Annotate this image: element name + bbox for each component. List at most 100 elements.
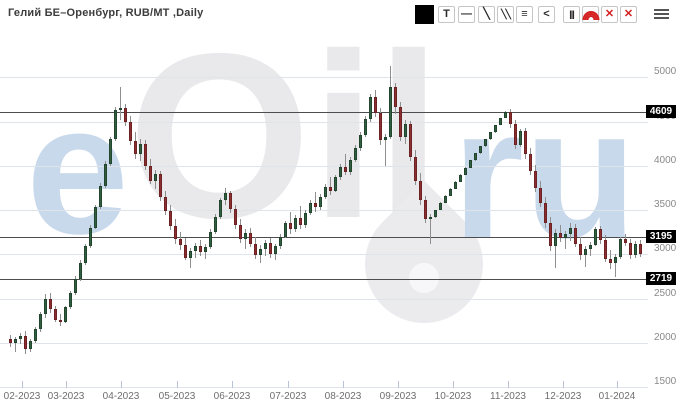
price-line-label: 3195 [646,229,676,243]
candle-wick [290,211,291,234]
price-line-label: 4609 [646,104,676,118]
fibonacci-arcs-icon [582,10,599,20]
x-axis-tick [177,381,178,388]
x-axis-tick [508,381,509,388]
y-axis-label: 4000 [654,154,677,166]
candle-body [234,209,237,225]
candle-body [19,335,22,339]
candle-body [119,108,122,110]
candle-body [94,207,97,228]
candle-body [504,111,507,118]
watermark-letter-e: e [26,67,129,273]
candle-body [154,173,157,181]
color-swatch-black [415,5,434,24]
price-line [0,279,648,280]
candle-wick [345,154,346,175]
gridline [0,121,648,123]
horizontal-lines-tool-button-icon: ≡ [521,8,528,20]
horizontal-line-tool-button[interactable]: — [458,6,475,23]
candle-body [209,232,212,247]
candle-body [24,335,27,349]
angle-tool-button-icon: < [543,8,550,20]
candle-body [344,166,347,172]
candle-body [384,136,387,140]
x-axis-label: 08-2023 [324,391,362,402]
x-axis-label: 01-2024 [598,391,636,402]
price-line-label: 2719 [646,272,676,285]
menu-button[interactable] [653,6,670,23]
candle-body [404,124,407,137]
candle-body [74,279,77,293]
y-axis-label: 2000 [654,331,677,343]
candle-body [369,96,372,119]
candle-body [594,229,597,245]
candle-body [314,202,317,207]
candle-body [394,86,397,107]
candle-body [14,339,17,343]
vertical-lines-tool-button[interactable]: ||| [563,6,580,23]
delete-all-button[interactable]: ✕ [620,6,637,23]
candle-wick [190,248,191,268]
angle-tool-button[interactable]: < [538,6,555,23]
x-axis-tick [66,381,67,388]
x-axis-tick [398,381,399,388]
candle-body [509,111,512,124]
x-axis-tick [343,381,344,388]
candle-body [454,181,457,189]
parallel-lines-tool-button[interactable]: ╲╲ [497,6,514,23]
candle-body [579,243,582,255]
candle-body [84,246,87,263]
candle-body [414,156,417,181]
gridline [0,342,648,344]
y-axis-label: 5000 [654,66,677,77]
candle-body [639,243,642,254]
candle-body [29,340,32,349]
candle-body [534,171,537,188]
candle-body [284,223,287,237]
candle-body [349,159,352,172]
fibonacci-arcs-tool-button[interactable] [582,6,599,23]
price-line [0,111,648,113]
candle-body [494,125,497,132]
x-axis-label: 06-2023 [213,391,251,402]
delete-object-button[interactable]: ✕ [601,6,618,23]
gridline [0,254,648,255]
candle-wick [565,231,566,249]
candle-body [224,193,227,200]
candle-body [89,227,92,246]
horizontal-lines-tool-button[interactable]: ≡ [516,6,533,23]
parallel-lines-tool-button-icon: ╲╲ [501,9,511,19]
watermark-word-ru: ru [452,71,637,277]
candle-body [364,118,367,135]
candle-body [554,233,557,246]
x-axis-label: 04-2023 [102,391,140,402]
text-tool-button[interactable]: T [438,6,455,23]
candle-body [399,107,402,137]
candle-body [489,132,492,139]
candle-body [159,173,162,197]
y-axis-label: 3500 [654,199,677,210]
gridline [0,387,648,388]
candle-body [324,186,327,197]
candle-body [569,227,572,234]
horizontal-line-tool-button-icon: — [461,8,472,20]
x-axis-label: 03-2023 [47,391,85,402]
candle-body [249,233,252,244]
candle-body [449,188,452,196]
candle-body [124,108,127,122]
candle-body [419,180,422,200]
candle-wick [615,254,616,277]
gridline [0,298,648,300]
candle-body [309,202,312,213]
trend-line-tool-button[interactable]: ╲ [478,6,495,23]
delete-all-button-icon: ✕ [623,8,634,20]
candle-body [64,307,67,322]
candle-body [409,124,412,157]
candle-body [169,210,172,226]
candle-body [174,225,177,239]
gridline [0,77,648,78]
candle-body [604,240,607,259]
candle-wick [330,177,331,195]
candle-body [559,233,562,238]
